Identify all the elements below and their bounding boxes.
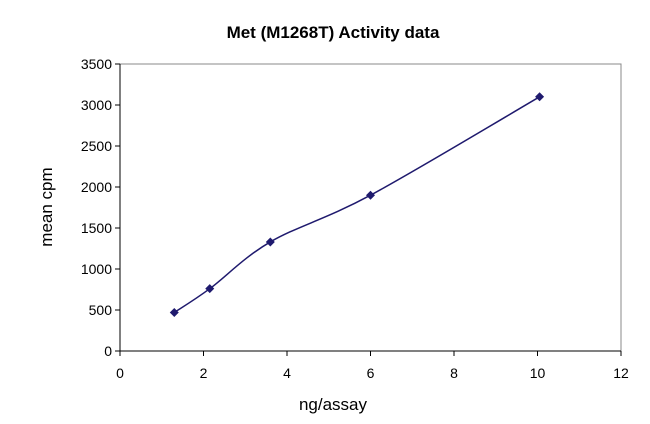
series-line [173, 96, 540, 314]
y-tick-label: 500 [89, 302, 113, 318]
data-point-marker [265, 237, 275, 247]
x-tick-label: 8 [450, 365, 458, 381]
y-tick-label: 1500 [81, 220, 112, 236]
data-point-marker [535, 92, 545, 102]
x-tick-label: 0 [116, 365, 124, 381]
data-point-marker [366, 190, 375, 200]
y-tick-label: 1000 [81, 261, 112, 277]
data-point-marker [169, 307, 179, 317]
data-point-marker [205, 284, 215, 294]
y-tick-label: 2000 [81, 179, 112, 195]
y-tick-label: 3500 [81, 56, 112, 72]
x-tick-label: 6 [367, 365, 375, 381]
y-tick-label: 3000 [81, 97, 112, 113]
y-axis: 0 500 1000 1500 2000 2500 3000 3500 [81, 56, 121, 359]
data-points [169, 92, 545, 317]
x-tick-label: 12 [613, 365, 629, 381]
y-tick-label: 0 [104, 343, 112, 359]
x-tick-label: 4 [283, 365, 291, 381]
chart-title: Met (M1268T) Activity data [227, 23, 440, 42]
x-tick-label: 2 [200, 365, 208, 381]
plot-area [119, 63, 622, 352]
y-tick-label: 2500 [81, 138, 112, 154]
x-axis: 0 2 4 6 8 10 12 [116, 350, 629, 381]
x-axis-label: ng/assay [299, 395, 368, 414]
y-axis-label: mean cpm [37, 167, 56, 246]
x-tick-label: 10 [530, 365, 546, 381]
